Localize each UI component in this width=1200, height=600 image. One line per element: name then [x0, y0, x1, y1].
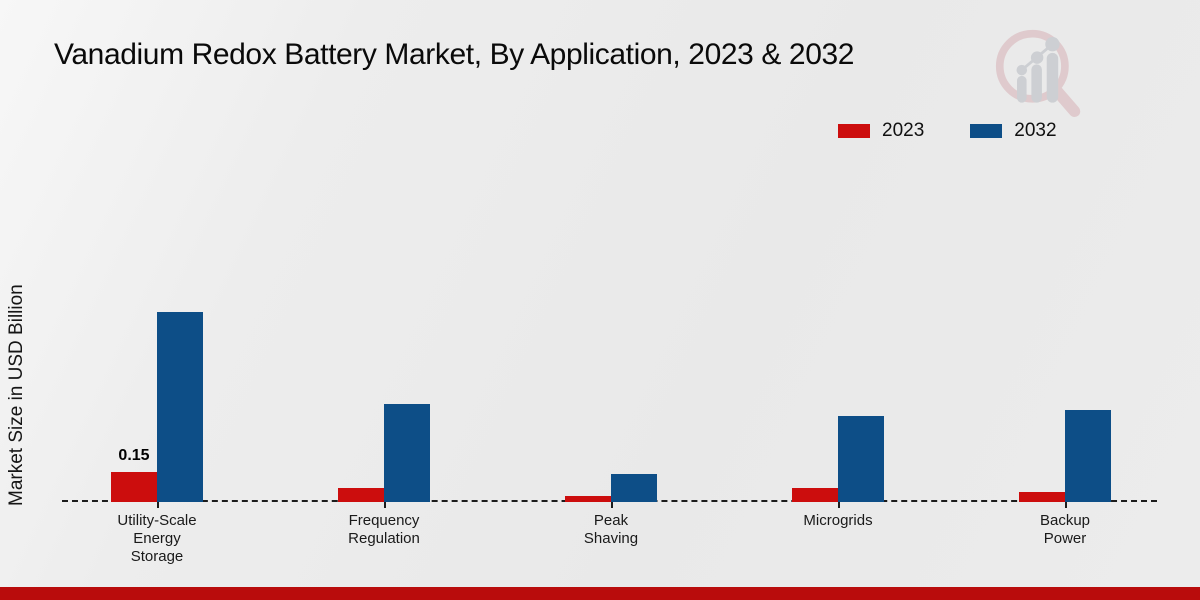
bar-2032-microgrids	[838, 416, 884, 502]
bar-2023-frequency-regulation	[338, 488, 384, 502]
bar-2032-peak-shaving	[611, 474, 657, 502]
bar-2023-peak-shaving	[565, 496, 611, 502]
footer-bar	[0, 587, 1200, 600]
legend-label-2032: 2032	[1014, 120, 1057, 141]
x-axis-tick	[838, 502, 840, 508]
x-axis-tick	[1065, 502, 1067, 508]
bar-value-label: 0.15	[118, 447, 150, 464]
x-axis-tick	[157, 502, 159, 508]
bar-2032-utility-scale-energy-storage	[157, 312, 203, 502]
bar-2023-microgrids	[792, 488, 838, 502]
x-axis-label-frequency-regulation: Frequency Regulation	[348, 512, 420, 547]
legend-swatch-2032	[970, 124, 1003, 138]
legend-swatch-2023	[838, 124, 870, 138]
x-axis-tick	[384, 502, 386, 508]
x-axis-label-backup-power: Backup Power	[1039, 512, 1091, 547]
x-axis-label-peak-shaving: Peak Shaving	[583, 512, 639, 547]
legend: 2023 2032	[838, 120, 1057, 142]
x-axis-label-utility-scale-energy-storage: Utility-Scale Energy Storage	[117, 512, 197, 565]
chart-title: Vanadium Redox Battery Market, By Applic…	[54, 38, 855, 71]
x-axis-tick	[611, 502, 613, 508]
bar-2023-backup-power	[1019, 492, 1065, 502]
legend-label-2023: 2023	[882, 120, 925, 141]
bar-2032-frequency-regulation	[384, 404, 430, 502]
x-axis-label-microgrids: Microgrids	[803, 512, 873, 529]
market-research-logo-watermark	[995, 29, 1081, 118]
bar-2023-utility-scale-energy-storage	[111, 472, 157, 502]
bar-2032-backup-power	[1065, 410, 1111, 502]
